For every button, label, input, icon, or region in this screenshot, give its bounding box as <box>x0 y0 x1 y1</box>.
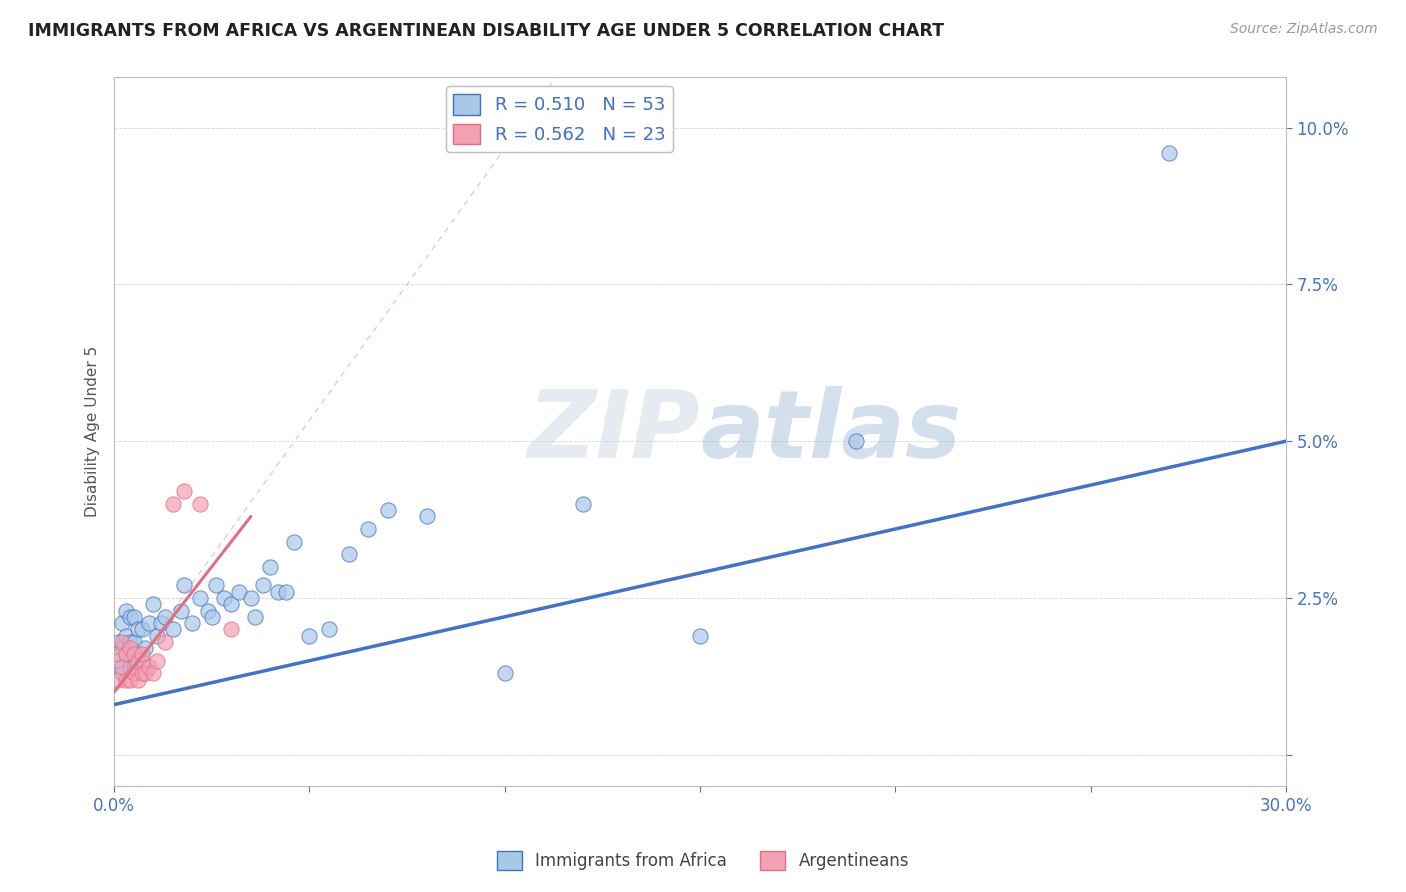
Point <box>107 673 129 687</box>
Point <box>283 534 305 549</box>
Point <box>115 673 138 687</box>
Point <box>689 629 711 643</box>
Point <box>204 578 226 592</box>
Point <box>131 666 153 681</box>
Point <box>142 597 165 611</box>
Point <box>169 603 191 617</box>
Point <box>118 609 141 624</box>
Point <box>107 648 129 662</box>
Point <box>298 629 321 643</box>
Legend: Immigrants from Africa, Argentineans: Immigrants from Africa, Argentineans <box>491 844 915 877</box>
Point <box>197 603 219 617</box>
Point <box>181 616 204 631</box>
Point <box>115 629 138 643</box>
Point <box>118 635 141 649</box>
Point <box>259 559 281 574</box>
Point <box>318 623 340 637</box>
Point <box>131 654 153 668</box>
Point <box>127 623 149 637</box>
Point <box>188 497 211 511</box>
Point <box>122 609 145 624</box>
Point <box>162 497 184 511</box>
Point <box>142 666 165 681</box>
Point <box>131 623 153 637</box>
Legend: R = 0.510   N = 53, R = 0.562   N = 23: R = 0.510 N = 53, R = 0.562 N = 23 <box>446 87 672 152</box>
Point <box>111 660 134 674</box>
Point <box>122 660 145 674</box>
Text: atlas: atlas <box>700 386 962 478</box>
Point <box>118 641 141 656</box>
Point <box>111 616 134 631</box>
Point <box>115 648 138 662</box>
Point <box>122 648 145 662</box>
Point <box>173 578 195 592</box>
Text: IMMIGRANTS FROM AFRICA VS ARGENTINEAN DISABILITY AGE UNDER 5 CORRELATION CHART: IMMIGRANTS FROM AFRICA VS ARGENTINEAN DI… <box>28 22 943 40</box>
Point <box>127 648 149 662</box>
Point <box>267 584 290 599</box>
Point <box>127 654 149 668</box>
Point <box>162 623 184 637</box>
Point <box>153 609 176 624</box>
Point <box>377 503 399 517</box>
Point <box>415 509 437 524</box>
Point <box>228 584 250 599</box>
Point <box>122 666 145 681</box>
Point <box>134 641 156 656</box>
Point <box>146 629 169 643</box>
Text: ZIP: ZIP <box>527 386 700 478</box>
Point <box>111 666 134 681</box>
Point <box>845 434 868 449</box>
Point <box>252 578 274 592</box>
Point <box>131 648 153 662</box>
Point <box>1157 145 1180 160</box>
Point <box>212 591 235 605</box>
Point <box>150 616 173 631</box>
Point <box>115 648 138 662</box>
Point <box>201 609 224 624</box>
Point <box>274 584 297 599</box>
Point <box>138 660 160 674</box>
Point <box>127 673 149 687</box>
Point <box>107 654 129 668</box>
Point <box>111 641 134 656</box>
Point <box>221 597 243 611</box>
Point <box>138 616 160 631</box>
Point <box>572 497 595 511</box>
Point <box>188 591 211 605</box>
Point <box>239 591 262 605</box>
Point <box>337 547 360 561</box>
Point <box>122 635 145 649</box>
Point <box>494 666 516 681</box>
Point <box>243 609 266 624</box>
Point <box>115 603 138 617</box>
Point <box>153 635 176 649</box>
Point <box>173 484 195 499</box>
Point <box>111 635 134 649</box>
Point <box>134 666 156 681</box>
Y-axis label: Disability Age Under 5: Disability Age Under 5 <box>86 346 100 517</box>
Text: Source: ZipAtlas.com: Source: ZipAtlas.com <box>1230 22 1378 37</box>
Point <box>107 635 129 649</box>
Point <box>357 522 380 536</box>
Point <box>118 660 141 674</box>
Point <box>221 623 243 637</box>
Point <box>146 654 169 668</box>
Point <box>118 673 141 687</box>
